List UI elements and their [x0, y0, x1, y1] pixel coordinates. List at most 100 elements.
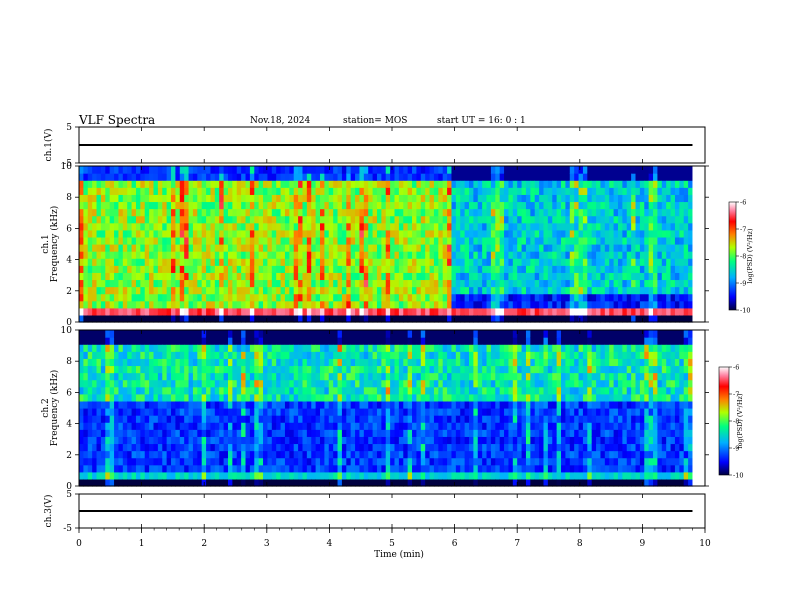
heatmap-cell: [626, 272, 632, 281]
heatmap-cell: [565, 222, 571, 231]
heatmap-cell: [328, 408, 334, 416]
heatmap-cell: [442, 272, 448, 281]
heatmap-cell: [210, 166, 216, 174]
heatmap-cell: [153, 265, 159, 273]
heatmap-cell: [482, 251, 488, 259]
heatmap-cell: [171, 173, 176, 181]
heatmap-cell: [118, 265, 124, 273]
heatmap-cell: [219, 258, 225, 266]
heatmap-cell: [210, 365, 216, 374]
heatmap-cell: [433, 337, 439, 345]
heatmap-cell: [530, 180, 536, 188]
heatmap-cell: [363, 265, 369, 273]
heatmap-cell: [249, 337, 255, 345]
heatmap-cell: [617, 222, 623, 231]
heatmap-cell: [552, 201, 558, 210]
heatmap-cell: [363, 386, 369, 395]
heatmap-cell: [508, 173, 514, 181]
heatmap-cell: [232, 436, 238, 445]
heatmap-cell: [333, 215, 339, 224]
heatmap-cell: [688, 222, 694, 231]
heatmap-cell: [166, 166, 172, 174]
heatmap-cell: [512, 272, 518, 281]
heatmap-cell: [530, 265, 536, 273]
heatmap-cell: [171, 450, 176, 459]
heatmap-cell: [407, 279, 413, 288]
heatmap-cell: [376, 429, 382, 437]
heatmap-cell: [179, 229, 185, 238]
heatmap-cell: [412, 337, 418, 345]
heatmap-cell: [227, 457, 233, 466]
heatmap-cell: [131, 173, 137, 181]
heatmap-cell: [298, 464, 304, 473]
heatmap-cell: [171, 222, 176, 231]
heatmap-cell: [631, 208, 637, 217]
heatmap-cell: [284, 400, 290, 409]
heatmap-cell: [171, 229, 176, 238]
heatmap-cell: [582, 173, 588, 181]
heatmap-cell: [127, 393, 133, 402]
heatmap-cell: [87, 251, 93, 259]
heatmap-cell: [622, 272, 628, 281]
heatmap-cell: [135, 379, 141, 388]
heatmap-cell: [578, 201, 584, 210]
heatmap-cell: [486, 251, 492, 259]
heatmap-cell: [363, 429, 369, 437]
heatmap-cell: [521, 215, 527, 224]
heatmap-cell: [534, 173, 540, 181]
heatmap-cell: [210, 215, 216, 224]
heatmap-cell: [609, 307, 615, 316]
heatmap-cell: [315, 344, 321, 352]
heatmap-cell: [197, 344, 203, 352]
heatmap-cell: [390, 471, 396, 480]
heatmap-cell: [153, 408, 159, 416]
heatmap-cell: [79, 478, 84, 487]
heatmap-cell: [320, 187, 325, 195]
heatmap-cell: [517, 286, 523, 295]
heatmap-cell: [267, 415, 273, 423]
heatmap-cell: [311, 286, 317, 295]
heatmap-cell: [236, 215, 242, 224]
heatmap-cell: [346, 464, 352, 473]
heatmap-cell: [381, 236, 387, 245]
heatmap-cell: [394, 379, 400, 388]
heatmap-cell: [674, 265, 680, 273]
heatmap-cell: [346, 450, 352, 459]
heatmap-cell: [517, 208, 523, 217]
heatmap-cell: [359, 471, 365, 480]
heatmap-cell: [455, 279, 461, 288]
heatmap-cell: [83, 330, 89, 338]
heatmap-cell: [135, 478, 141, 487]
heatmap-cell: [407, 365, 413, 374]
heatmap-cell: [87, 344, 93, 352]
heatmap-cell: [236, 201, 242, 210]
heatmap-cell: [626, 244, 632, 252]
heatmap-cell: [469, 236, 474, 245]
heatmap-cell: [530, 307, 536, 316]
heatmap-cell: [210, 279, 216, 288]
heatmap-cell: [337, 358, 343, 367]
heatmap-cell: [254, 286, 260, 295]
heatmap-cell: [679, 229, 685, 238]
heatmap-cell: [171, 464, 176, 473]
heatmap-cell: [135, 429, 141, 437]
heatmap-cell: [79, 307, 84, 316]
heatmap-cell: [385, 379, 391, 388]
heatmap-cell: [363, 286, 369, 295]
heatmap-cell: [171, 307, 176, 316]
heatmap-cell: [521, 272, 527, 281]
heatmap-cell: [543, 236, 549, 245]
heatmap-cell: [587, 307, 593, 316]
heatmap-cell: [504, 201, 510, 210]
heatmap-cell: [109, 415, 115, 423]
heatmap-cell: [127, 450, 133, 459]
heatmap-cell: [284, 393, 290, 402]
heatmap-cell: [346, 173, 352, 181]
heatmap-cell: [127, 244, 133, 252]
heatmap-cell: [153, 464, 159, 473]
heatmap-cell: [96, 194, 102, 203]
heatmap-cell: [412, 187, 418, 195]
heatmap-cell: [486, 265, 492, 273]
heatmap-cell: [83, 408, 89, 416]
heatmap-cell: [674, 272, 680, 281]
